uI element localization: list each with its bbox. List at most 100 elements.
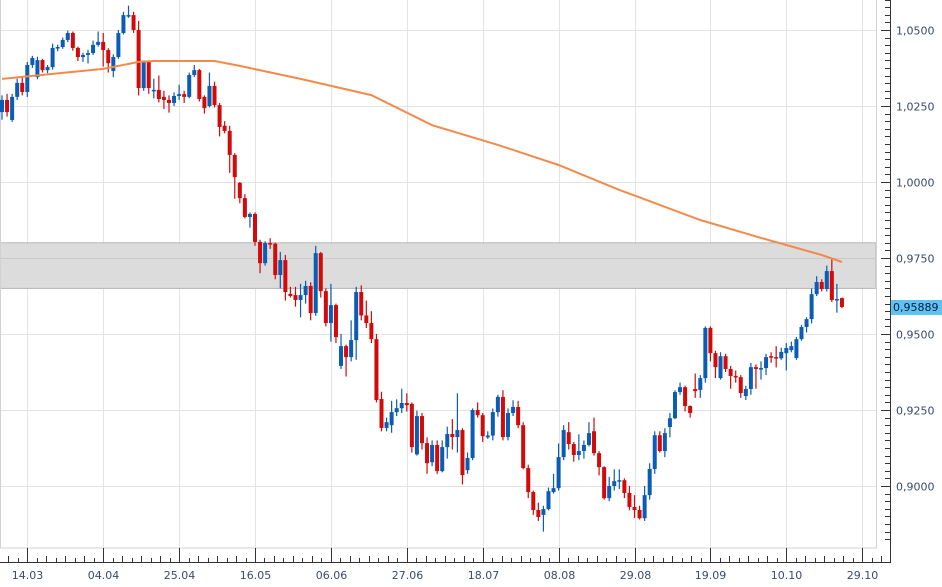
candle-body [50,47,55,68]
candle-up [389,400,394,433]
candle-body [516,406,521,426]
candle-down [308,282,313,321]
candle-body [55,47,60,49]
candle-body [30,57,35,65]
candle-body [232,154,237,178]
candle-down [379,391,384,432]
candle-up [339,334,344,369]
candle-up [50,43,55,70]
candle-body [253,213,257,242]
candle-down [708,326,713,362]
candle-down [242,194,247,219]
candle-down [5,93,10,117]
candle-body [829,271,834,300]
candle-down [217,102,222,137]
candle-body [298,295,303,300]
candle-down [404,393,409,412]
candle-up [455,393,460,453]
candle-down [318,251,323,298]
candle-body [430,444,435,463]
candle-down [769,352,774,363]
candle-body [354,292,359,341]
candle-body [541,509,546,515]
candle-body [156,89,161,100]
candle-up [86,49,91,64]
candle-body [627,492,632,507]
candle-up [394,399,399,417]
candle-down [622,478,627,499]
candle-down [75,46,80,62]
candle-body [708,327,713,354]
candle-up [556,443,561,491]
candle-up [349,320,354,362]
candle-body [394,408,399,413]
candle-up [399,388,404,414]
candle-up [718,352,723,380]
candle-down [101,33,106,67]
candle-up [465,452,470,474]
candle-down [182,90,187,103]
candle-up [91,40,96,55]
candle-body [526,468,531,493]
candle-body [834,299,839,301]
candle-body [293,295,298,300]
candle-body [197,70,202,100]
candle-body [667,418,672,428]
candle-body [556,457,561,489]
candle-up [121,11,126,35]
candle-down [592,417,597,456]
candle-down [283,254,288,301]
candle-down [288,286,293,298]
candle-down [369,311,374,344]
y-tick-label: 0,9750 [896,253,935,266]
candle-up [541,505,546,532]
candle-body [764,357,769,369]
candle-down [197,68,202,102]
candle-body [521,425,526,469]
candle-down [212,81,217,108]
candle-body [35,60,40,78]
candle-up [764,353,769,376]
candle-up [662,428,667,458]
candle-body [369,323,374,340]
candle-up [141,60,146,91]
candle-down [516,400,521,429]
candle-body [237,182,242,199]
candle-down [500,390,505,441]
candle-down [683,385,688,412]
candle-body [212,85,217,106]
x-tick-label: 25.04 [164,569,196,582]
candle-body [303,285,308,296]
candle-body [75,47,80,58]
candle-body [774,357,779,359]
candle-body [769,356,774,358]
candle-body [465,458,470,471]
candle-up [116,30,121,59]
candle-body [678,387,683,393]
candle-up [187,72,192,99]
candle-body [25,64,30,93]
candle-body [607,486,612,499]
candle-up [576,434,581,461]
candle-body [65,33,70,41]
candle-up [779,347,784,360]
candle-body [597,453,602,468]
candle-body [101,41,106,51]
candle-up [470,408,475,461]
candle-body [602,467,607,499]
candle-body [263,243,268,264]
candle-body [703,327,708,379]
x-tick-label: 19.09 [695,569,727,582]
candle-body [20,82,25,93]
candle-up [834,283,839,313]
candle-body [753,367,758,369]
candle-down [819,279,824,292]
candle-body [414,416,419,455]
candle-body [718,356,723,379]
candle-body [288,293,293,296]
y-tick-label: 0,9250 [896,405,935,418]
candle-down [693,373,698,398]
candle-body [40,60,45,71]
candle-body [435,444,440,472]
candle-body [313,253,318,314]
